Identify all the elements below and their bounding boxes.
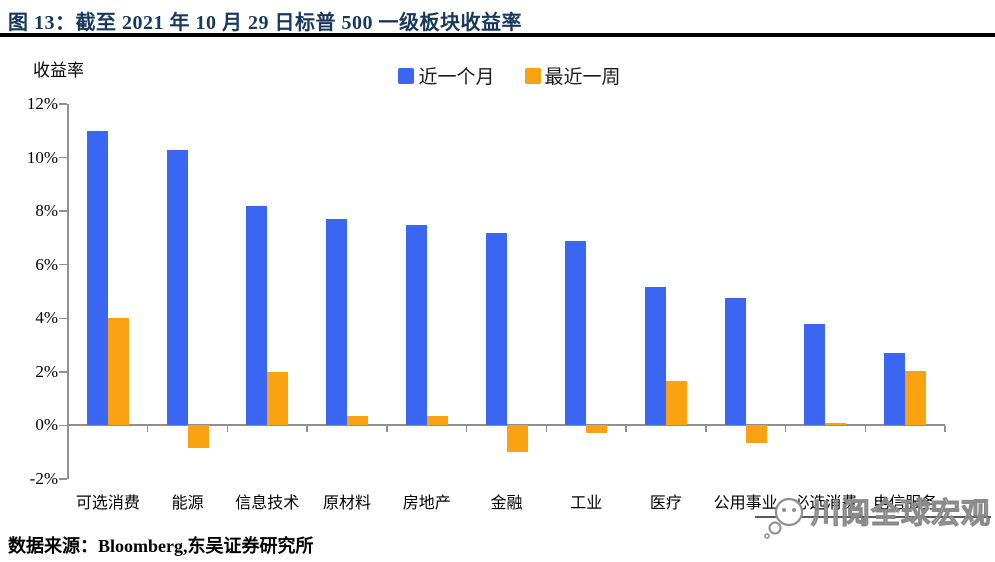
x-category-label: 必选消费 [793,495,858,512]
y-tick-label: 8% [35,201,58,221]
bar-最近一周-电信服务 [905,370,927,426]
chart-legend: 近一个月 最近一周 [12,62,995,89]
bar-最近一周-必选消费 [825,422,847,426]
figure-title: 图 13：截至 2021 年 10 月 29 日标普 500 一级板块收益率 [8,12,522,34]
y-tick-label: -2% [29,469,58,488]
x-category-label: 金融 [490,495,523,512]
bar-近一个月-信息技术 [246,205,268,426]
bar-近一个月-工业 [565,240,587,426]
y-tick-label: 0% [35,415,58,435]
y-axis-title: 收益率 [33,61,84,80]
bar-最近一周-金融 [506,425,528,453]
y-tick-mark [59,263,67,266]
x-category-label: 公用事业 [713,495,778,512]
legend-swatch-icon [524,67,541,84]
bar-最近一周-原材料 [347,416,369,426]
x-tick-mark [944,426,946,433]
y-tick-mark [59,371,67,373]
bar-最近一周-信息技术 [267,371,289,426]
watermark-text: 川阅全球宏观 [810,498,992,531]
data-source: 数据来源：Bloomberg,东吴证券研究所 [8,536,314,556]
bar-近一个月-可选消费 [86,130,108,426]
bar-最近一周-能源 [187,425,209,449]
bar-近一个月-电信服务 [884,353,906,426]
legend-label: 最近一周 [544,67,621,88]
bar-最近一周-工业 [586,425,608,434]
x-tick-mark [784,426,787,433]
y-tick-mark [59,478,67,480]
y-tick-mark [59,317,67,320]
x-category-label: 能源 [171,495,204,512]
x-tick-mark [386,426,388,433]
y-tick-label: 4% [35,308,58,328]
x-category-label: 可选消费 [75,495,140,512]
x-category-label: 医疗 [649,495,682,512]
bar-近一个月-房地产 [405,224,427,426]
bar-近一个月-原材料 [326,219,348,426]
x-tick-mark [146,426,149,433]
bar-最近一周-房地产 [426,416,448,426]
y-tick-label: 2% [35,361,58,381]
title-divider [0,33,995,37]
x-category-label: 电信服务 [873,495,938,512]
bar-近一个月-公用事业 [724,298,746,426]
x-category-label: 信息技术 [235,495,300,512]
bar-近一个月-金融 [485,232,507,426]
bar-最近一周-可选消费 [107,318,129,426]
bar-最近一周-医疗 [665,381,687,426]
y-tick-label: 10% [26,147,58,167]
bar-近一个月-必选消费 [804,323,826,426]
watermark: 川阅全球宏观 [753,486,995,544]
x-category-label: 原材料 [323,495,372,512]
y-tick-label: 6% [35,254,58,274]
x-tick-mark [625,426,627,433]
x-tick-mark [705,426,707,433]
x-tick-mark [864,426,867,433]
x-category-label: 工业 [570,495,603,512]
bar-近一个月-能源 [166,149,188,426]
speech-bubble-smiley-logo [764,497,804,539]
legend-item: 近一个月 [398,62,495,89]
y-axis-line [66,104,69,479]
bar-最近一周-公用事业 [745,425,767,443]
y-tick-label: 12% [26,94,58,113]
legend-label: 近一个月 [418,67,495,88]
y-tick-mark [59,424,67,427]
bar-近一个月-医疗 [644,287,666,426]
y-tick-mark [59,210,67,212]
x-tick-mark [306,426,308,433]
x-category-label: 房地产 [402,495,451,512]
x-tick-mark [545,426,548,433]
legend-swatch-icon [398,67,415,84]
watermark-line [755,516,991,518]
x-tick-mark [465,426,468,433]
y-tick-mark [59,156,67,159]
x-tick-mark [226,426,229,433]
y-tick-mark [59,103,67,105]
legend-item: 最近一周 [524,62,621,89]
